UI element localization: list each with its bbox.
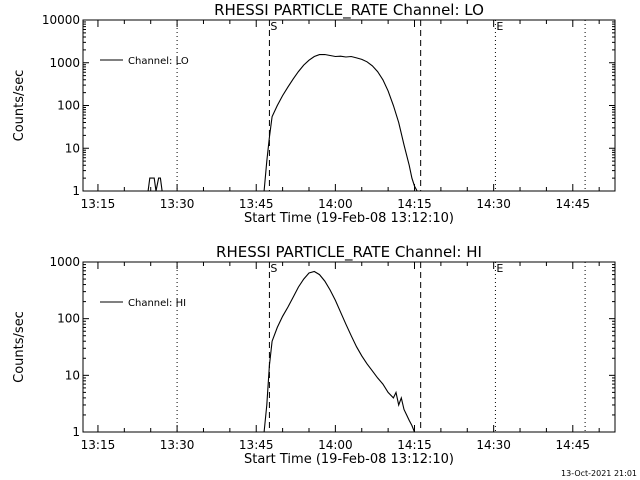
chart-2-x-tick-label: 14:30 <box>476 438 511 452</box>
chart-2-x-tick-label: 13:30 <box>160 438 195 452</box>
chart-2-x-tick-label: 13:45 <box>239 438 274 452</box>
chart-1-x-tick-label: 13:30 <box>160 197 195 211</box>
chart-1-y-tick-label: 10000 <box>42 13 80 27</box>
chart-1-y-tick-label: 10 <box>65 141 80 155</box>
chart-1-x-axis-label: Start Time (19-Feb-08 13:12:10) <box>244 211 454 226</box>
chart-2-title: RHESSI PARTICLE_RATE Channel: HI <box>216 243 482 262</box>
chart-2-y-tick-label: 1 <box>72 425 80 439</box>
chart-1-y-tick-label: 100 <box>57 99 80 113</box>
chart-1-title: RHESSI PARTICLE_RATE Channel: LO <box>214 1 484 20</box>
chart-2-x-tick-label: 14:45 <box>555 438 590 452</box>
chart-2: RHESSI PARTICLE_RATE Channel: HI 1 10 100 10… <box>12 243 616 467</box>
chart-1-y-axis-label: Counts/sec <box>12 70 27 142</box>
chart-2-x-tick-label: 13:15 <box>81 438 116 452</box>
chart-1-marker-label: S <box>270 20 277 33</box>
chart-1-x-tick-label: 14:30 <box>476 197 511 211</box>
chart-2-legend-label: Channel: HI <box>128 298 186 309</box>
chart-1-x-tick-label: 14:45 <box>555 197 590 211</box>
chart-2-marker-label: E <box>496 262 503 275</box>
chart-1-y-tick-label: 1000 <box>49 56 80 70</box>
chart-1-marker-label: E <box>496 20 503 33</box>
chart-2-y-tick-label: 10 <box>65 368 80 382</box>
chart-2-x-axis-label: Start Time (19-Feb-08 13:12:10) <box>244 452 454 467</box>
chart-2-y-axis-label: Counts/sec <box>12 311 27 383</box>
chart-1-x-tick-label: 14:00 <box>318 197 353 211</box>
chart-2-x-tick-label: 14:00 <box>318 438 353 452</box>
chart-1: RHESSI PARTICLE_RATE Channel: LO 1 10 100 10… <box>12 1 616 226</box>
chart-2-y-tick-label: 1000 <box>49 255 80 269</box>
chart-2-marker-label: S <box>270 262 277 275</box>
panels: RHESSI PARTICLE_RATE Channel: LO 1 10 100 10… <box>12 1 616 467</box>
chart-1-x-tick-label: 14:15 <box>397 197 432 211</box>
chart-2-plot-frame <box>82 261 616 433</box>
chart-1-legend-label: Channel: LO <box>128 56 189 67</box>
chart-2-series-line <box>263 270 416 433</box>
chart-2-y-tick-label: 100 <box>57 312 80 326</box>
chart-1-y-tick-label: 1 <box>72 184 80 198</box>
chart-1-series-line <box>147 53 420 192</box>
timestamp: 13-Oct-2021 21:01 <box>561 469 637 478</box>
chart-2-x-tick-label: 14:15 <box>397 438 432 452</box>
chart-1-x-tick-label: 13:45 <box>239 197 274 211</box>
chart-1-x-tick-label: 13:15 <box>81 197 116 211</box>
